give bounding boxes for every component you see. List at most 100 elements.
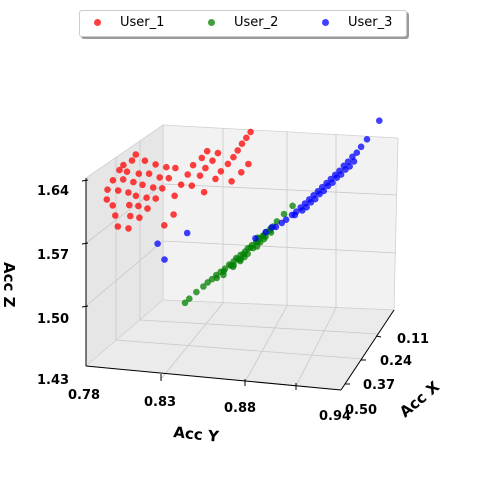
data-point-user-2 <box>181 299 189 307</box>
data-point-user-2 <box>186 295 193 303</box>
data-point-user-3 <box>350 158 358 165</box>
data-point-user-1 <box>245 160 252 168</box>
data-point-user-1 <box>165 174 173 182</box>
grid-line <box>85 240 164 307</box>
legend-marker-user-2 <box>208 19 215 26</box>
data-point-user-1 <box>200 188 208 196</box>
data-point-user-1 <box>214 149 222 157</box>
x-tick-labels: 0.11 0.24 0.37 0.50 <box>345 332 429 418</box>
data-point-user-1 <box>104 186 111 193</box>
data-point-user-3 <box>278 219 286 227</box>
z-tick-mark <box>81 305 89 308</box>
data-point-user-1 <box>230 153 237 161</box>
data-point-user-1 <box>145 170 153 177</box>
z-tick-mark <box>81 242 89 245</box>
z-tick-labels: 1.43 1.50 1.57 1.64 <box>37 184 69 388</box>
data-point-user-1 <box>132 151 140 158</box>
data-point-user-1 <box>170 211 177 218</box>
data-point-user-3 <box>320 187 328 195</box>
data-point-user-1 <box>224 160 232 168</box>
data-point-user-2 <box>229 263 237 271</box>
data-point-user-1 <box>136 214 143 221</box>
y-tick-label: 0.83 <box>144 395 176 410</box>
data-point-user-1 <box>163 163 170 171</box>
legend-item-user-2: User_2 <box>208 15 278 30</box>
data-point-user-1 <box>171 192 178 200</box>
z-tick-label: 1.64 <box>37 184 69 199</box>
data-point-user-2 <box>289 202 296 210</box>
data-point-user-1 <box>149 184 157 191</box>
data-point-user-1 <box>202 164 209 172</box>
grid-lines <box>85 128 398 387</box>
legend: User_1 User_2 User_3 <box>79 10 407 37</box>
x-tick-label: 0.37 <box>363 378 395 393</box>
data-point-user-2 <box>213 274 221 282</box>
data-point-user-3 <box>288 211 296 219</box>
legend-label-user-1: User_1 <box>120 15 165 30</box>
axes-lines <box>85 178 395 391</box>
data-point-user-3 <box>252 235 259 242</box>
y-axis-title: Acc Y <box>173 423 221 446</box>
tick-marks <box>81 179 382 390</box>
data-point-user-1 <box>116 166 123 174</box>
y-axis-line <box>85 365 342 391</box>
x-axis-title: Acc X <box>396 377 443 421</box>
data-point-user-1 <box>238 169 245 176</box>
data-point-user-1 <box>217 168 225 175</box>
data-point-user-1 <box>143 194 150 201</box>
data-point-user-1 <box>132 192 140 200</box>
data-point-user-2 <box>260 235 268 243</box>
back-pane <box>162 124 399 311</box>
data-point-user-3 <box>376 117 383 124</box>
grid-line <box>162 240 397 254</box>
data-point-user-1 <box>141 157 149 164</box>
y-tick-label: 0.88 <box>224 401 256 416</box>
data-point-user-1 <box>112 212 119 219</box>
z-tick-mark <box>81 179 89 182</box>
data-point-user-3 <box>311 195 319 203</box>
data-point-user-3 <box>357 143 365 151</box>
data-point-user-2 <box>200 283 207 290</box>
data-point-user-1 <box>119 176 127 183</box>
grid-line <box>295 307 337 387</box>
data-point-user-1 <box>228 178 235 185</box>
y-tick-label: 0.78 <box>68 388 100 403</box>
data-point-user-3 <box>262 228 270 236</box>
data-point-user-1 <box>172 164 179 172</box>
data-point-user-2 <box>193 288 200 296</box>
z-axis-title: Acc Z <box>0 262 18 308</box>
data-point-user-1 <box>177 181 185 188</box>
grid-line <box>160 302 224 380</box>
grid-line <box>162 183 398 196</box>
data-point-user-2 <box>241 253 248 261</box>
data-point-user-2 <box>280 210 288 218</box>
data-point-user-1 <box>196 172 204 179</box>
data-point-user-1 <box>139 181 146 189</box>
data-point-user-1 <box>109 202 116 209</box>
data-point-user-1 <box>114 223 122 230</box>
grid-line <box>115 339 364 360</box>
data-point-user-1 <box>203 147 211 155</box>
data-point-user-1 <box>184 171 191 178</box>
data-point-user-1 <box>123 168 131 175</box>
data-point-user-3 <box>183 229 191 237</box>
data-point-user-1 <box>161 222 168 229</box>
legend-item-user-1: User_1 <box>94 15 164 30</box>
data-point-user-1 <box>135 202 142 210</box>
data-point-user-1 <box>247 128 254 136</box>
x-tick-label: 0.50 <box>345 403 377 418</box>
legend-label-user-3: User_3 <box>348 15 393 30</box>
x-tick-label: 0.24 <box>380 354 412 369</box>
data-point-user-1 <box>234 147 241 154</box>
data-point-user-1 <box>152 195 159 202</box>
grid-line <box>85 183 164 244</box>
x-tick-label: 0.11 <box>397 332 429 347</box>
data-point-user-1 <box>152 161 159 168</box>
data-point-user-2 <box>267 229 275 236</box>
data-point-user-1 <box>120 161 127 169</box>
z-tick-label: 1.43 <box>37 373 69 388</box>
data-point-user-2 <box>236 257 244 265</box>
data-point-user-1 <box>144 205 151 212</box>
data-point-user-3 <box>303 203 310 211</box>
